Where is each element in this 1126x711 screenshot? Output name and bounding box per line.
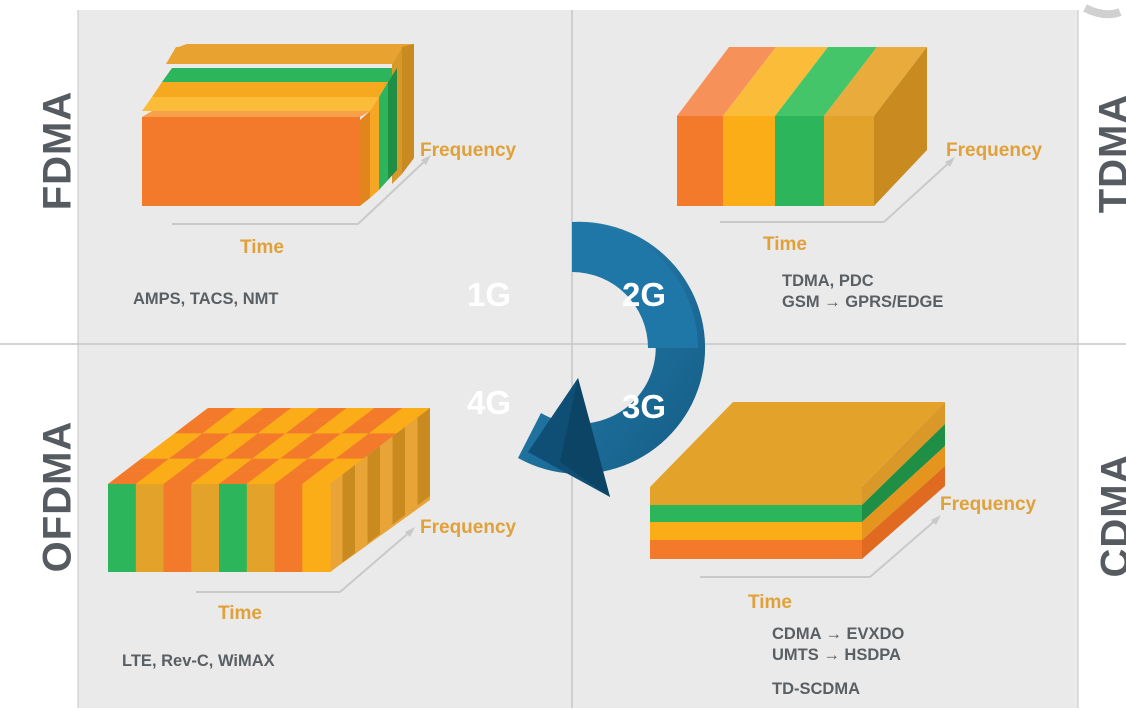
ofdma-top-cell (285, 420, 331, 434)
tech-line: LTE, Rev-C, WiMAX (122, 652, 275, 670)
ofdma-front-stripe (246, 484, 276, 572)
tech-line: AMPS, TACS, NMT (133, 290, 279, 308)
ofdma-side-stripe (405, 417, 418, 515)
tech-line: UMTS → HSDPA (772, 646, 901, 664)
tech-line: TDMA, PDC (782, 272, 874, 290)
ofdma-top-cell (169, 446, 214, 459)
ofdma-top-cell (324, 433, 369, 446)
ofdma-top-cell (341, 420, 386, 434)
tdma-frequency-label: Frequency (946, 140, 1043, 161)
ofdma-top-cell (302, 408, 347, 421)
ofdma-top-cell (152, 458, 197, 472)
ofdma-top-cell (318, 458, 364, 472)
ofdma-front-stripe (302, 484, 331, 572)
fdma-block (142, 44, 431, 225)
ofdma-top-cell (124, 458, 170, 472)
ofdma-top-cell (163, 471, 208, 484)
ofdma-top-cell (352, 433, 397, 446)
ofdma-top-cell (141, 446, 186, 459)
tdma-title: TDMA (1091, 93, 1126, 214)
generation-cycle-ring (518, 221, 706, 497)
tech-line: CDMA → EVXDO (772, 625, 905, 643)
fdma-frequency-label: Frequency (420, 140, 517, 161)
ofdma-front-stripe (163, 484, 192, 572)
ofdma-top-cell (224, 446, 269, 459)
ofdma-side-stripe (380, 436, 393, 534)
ofdma-top-cell (180, 458, 225, 472)
ofdma-top-cell (174, 420, 220, 434)
ofdma-block (108, 408, 430, 593)
ofdma-time-label: Time (218, 603, 263, 624)
ofdma-top-cell (241, 433, 286, 446)
ofdma-side-stripe (367, 446, 380, 544)
ofdma-top-cell (207, 458, 253, 472)
generation-1g-label: 1G (467, 276, 512, 313)
ofdma-side-stripe (342, 465, 355, 563)
ofdma-side-stripe (417, 408, 430, 506)
tech-line: GSM → GPRS/EDGE (782, 293, 944, 311)
ofdma-top-cell (246, 408, 292, 421)
ofdma-top-cell (257, 420, 303, 434)
ofdma-top-cell (219, 408, 264, 421)
ofdma-front-stripe (219, 484, 248, 572)
fdma-title: FDMA (35, 90, 80, 211)
cdma-block (650, 402, 945, 578)
ofdma-top-cell (230, 420, 275, 434)
tech-line: TD-SCDMA (772, 680, 860, 698)
generation-4g-label: 4G (467, 384, 512, 421)
ofdma-top-cell (269, 433, 314, 446)
ofdma-top-cell (135, 471, 181, 484)
ofdma-top-cell (302, 471, 347, 484)
ofdma-top-cell (158, 433, 203, 446)
ofdma-top-cell (185, 433, 231, 446)
generation-2g-label: 2G (622, 276, 667, 313)
ofdma-top-cell (280, 446, 325, 459)
ofdma-top-cell (191, 471, 236, 484)
ofdma-top-cell (357, 408, 403, 421)
ofdma-top-cell (202, 420, 247, 434)
ofdma-frequency-label: Frequency (420, 517, 517, 538)
fdma-time-label: Time (240, 237, 285, 258)
ofdma-top-cell (274, 471, 319, 484)
ofdma-top-cell (274, 408, 319, 421)
cdma-frequency-label: Frequency (940, 494, 1037, 515)
ofdma-front-stripe (135, 484, 165, 572)
ofdma-top-cell (307, 446, 353, 459)
ofdma-title: OFDMA (35, 420, 80, 573)
ofdma-front-stripe (274, 484, 303, 572)
ofdma-top-cell (246, 471, 292, 484)
ofdma-technologies: LTE, Rev-C, WiMAX (122, 651, 275, 672)
ofdma-side-stripe (355, 455, 368, 553)
ofdma-side-stripe (392, 427, 405, 525)
ofdma-top-cell (235, 458, 281, 472)
ofdma-top-cell (196, 446, 242, 459)
cdma-technologies: CDMA → EVXDO UMTS → HSDPA TD-SCDMA (772, 624, 904, 700)
cdma-time-label: Time (748, 592, 793, 613)
generation-3g-label: 3G (622, 388, 667, 425)
ofdma-top-cell (296, 433, 342, 446)
ofdma-top-cell (108, 471, 153, 484)
ofdma-front-stripe (108, 484, 137, 572)
tdma-technologies: TDMA, PDC GSM → GPRS/EDGE (782, 271, 943, 313)
cdma-title: CDMA (1093, 453, 1126, 578)
ofdma-top-cell (368, 420, 414, 434)
ofdma-top-cell (263, 458, 308, 472)
ofdma-top-cell (313, 420, 358, 434)
ofdma-front-stripe (191, 484, 220, 572)
tdma-time-label: Time (763, 234, 808, 255)
ofdma-top-cell (191, 408, 236, 421)
ofdma-top-cell (219, 471, 264, 484)
ofdma-top-cell (252, 446, 297, 459)
ofdma-top-cell (213, 433, 258, 446)
ofdma-top-cell (330, 408, 375, 421)
tdma-block (677, 47, 955, 223)
ofdma-top-cell (385, 408, 430, 421)
ofdma-side-stripe (330, 474, 343, 572)
ofdma-top-cell (291, 458, 336, 472)
ofdma-top-cell (335, 446, 380, 459)
fdma-technologies: AMPS, TACS, NMT (133, 289, 278, 310)
